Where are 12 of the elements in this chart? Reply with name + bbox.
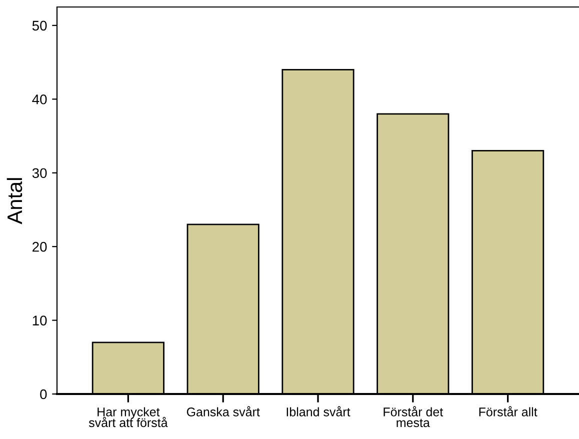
x-tick-label: Har mycket svårt att förstå — [88, 407, 168, 428]
y-tick-label: 10 — [32, 316, 47, 326]
y-tick-label: 30 — [32, 168, 47, 178]
x-tick-label: Ibland svårt — [286, 406, 350, 416]
y-tick-label: 0 — [40, 389, 47, 400]
y-axis-title: Antal — [6, 178, 22, 224]
x-tick-label: Förstår allt — [479, 406, 538, 416]
x-tick-label: Förstår det mesta — [384, 406, 444, 428]
y-tick-label: 20 — [32, 242, 47, 252]
y-tick-label: 50 — [32, 20, 47, 31]
y-tick-label: 40 — [32, 94, 47, 104]
x-tick-label: Ganska svårt — [186, 406, 260, 416]
